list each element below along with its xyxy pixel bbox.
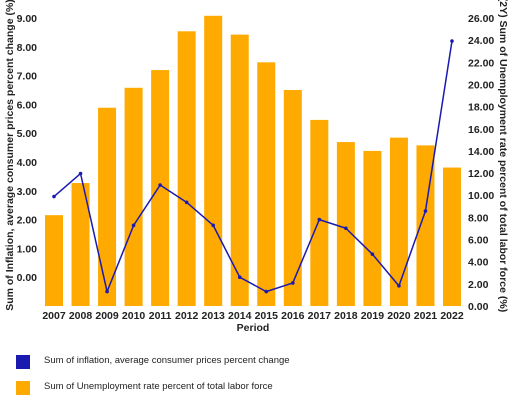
x-axis-title: Period [237, 322, 270, 334]
inflation-point-2014 [237, 275, 242, 280]
bar-2011 [151, 70, 170, 306]
legend-swatch-unemployment [16, 381, 30, 395]
x-tick-label: 2020 [387, 310, 411, 322]
inflation-point-2021 [423, 209, 428, 213]
right-tick-label: 12.00 [468, 168, 494, 180]
right-axis-ticks: 0.00 2.00 4.00 6.00 8.00 10.00 12.00 14.00 16.00… [468, 13, 494, 313]
right-tick-label: 26.00 [468, 13, 494, 25]
inflation-point-2017 [317, 217, 322, 222]
bar-2016 [283, 90, 302, 306]
left-axis-title: Sum of Inflation, average consumer price… [4, 0, 16, 311]
right-tick-label: 14.00 [468, 146, 494, 158]
inflation-point-2015 [264, 289, 269, 294]
x-tick-label: 2011 [149, 310, 172, 322]
x-axis-ticks: 2007 2008 2009 2010 2011 2012 2013 2014 2015 2016… [42, 310, 464, 322]
bar-2012 [177, 31, 196, 307]
left-tick-label: 7.00 [17, 71, 38, 83]
inflation-point-2007 [52, 194, 56, 199]
right-tick-label: 20.00 [468, 79, 494, 91]
bar-2017 [310, 119, 329, 307]
left-tick-label: 0.00 [17, 272, 38, 284]
legend-label-inflation: Sum of inflation, average consumer price… [44, 355, 290, 366]
right-tick-label: 22.00 [468, 57, 494, 69]
x-tick-label: 2018 [334, 310, 358, 322]
bars-layer [45, 15, 461, 307]
left-tick-label: 6.00 [17, 99, 38, 111]
left-tick-label: 2.00 [17, 215, 38, 227]
inflation-point-2010 [131, 223, 136, 228]
bar-2022 [443, 167, 461, 306]
inflation-point-2022 [450, 39, 454, 43]
inflation-line [53, 40, 453, 293]
inflation-point-2016 [291, 281, 295, 285]
x-tick-label: 2019 [361, 310, 385, 322]
x-tick-label: 2021 [414, 310, 438, 322]
left-tick-label: 9.00 [17, 13, 38, 25]
left-tick-label: 8.00 [17, 42, 38, 54]
x-tick-label: 2015 [255, 310, 279, 322]
bar-2013 [204, 15, 223, 307]
inflation-point-2019 [370, 252, 375, 256]
x-tick-label: 2007 [42, 310, 66, 322]
legend-swatch-inflation [16, 355, 30, 369]
right-tick-label: 6.00 [468, 235, 489, 247]
x-tick-label: 2016 [281, 310, 305, 322]
inflation-point-2018 [344, 226, 348, 231]
x-tick-label: 2009 [95, 310, 119, 322]
left-tick-label: 5.00 [17, 128, 38, 140]
bar-2009 [98, 107, 117, 306]
x-tick-label: 2013 [202, 310, 226, 322]
bar-2018 [336, 142, 355, 306]
legend-label-unemployment: Sum of Unemployment rate percent of tota… [44, 381, 273, 392]
right-tick-label: 0.00 [468, 301, 489, 313]
right-axis-title: (2Y) Sum of Unemployment rate percent of… [497, 0, 509, 312]
right-tick-label: 4.00 [468, 257, 489, 269]
left-tick-label: 1.00 [17, 243, 38, 255]
inflation-point-2008 [78, 171, 83, 176]
left-tick-label: 3.00 [17, 186, 38, 198]
left-tick-label: 4.00 [17, 157, 38, 169]
legend-item-inflation: Sum of inflation, average consumer price… [16, 354, 496, 370]
x-tick-label: 2017 [308, 310, 332, 322]
x-tick-label: 2022 [440, 310, 464, 322]
left-axis-ticks: 0.00 1.00 2.00 3.00 4.00 5.00 6.00 7.00 8.00 9.00 [17, 13, 38, 284]
right-tick-label: 24.00 [468, 35, 494, 47]
inflation-point-2011 [158, 183, 162, 187]
inflation-point-2012 [184, 200, 189, 205]
right-tick-label: 2.00 [468, 279, 489, 291]
right-tick-label: 18.00 [468, 102, 494, 114]
bar-2019 [363, 150, 382, 306]
inflation-point-2013 [211, 223, 215, 228]
right-tick-label: 10.00 [468, 190, 494, 202]
x-tick-label: 2008 [69, 310, 93, 322]
bar-2010 [124, 87, 143, 307]
inflation-point-2009 [105, 289, 109, 294]
x-tick-label: 2010 [122, 310, 146, 322]
legend-item-unemployment: Sum of Unemployment rate percent of tota… [16, 380, 496, 396]
x-tick-label: 2014 [228, 310, 252, 322]
bar-2014 [230, 34, 249, 306]
bar-2007 [45, 215, 63, 306]
combo-chart: 0.00 1.00 2.00 3.00 4.00 5.00 6.00 7.00 8.00 9.00… [4, 0, 509, 334]
x-tick-label: 2012 [175, 310, 199, 322]
right-tick-label: 8.00 [468, 212, 489, 224]
bar-2020 [389, 137, 408, 306]
line-layer [52, 39, 454, 294]
bar-2008 [71, 183, 90, 306]
right-tick-label: 16.00 [468, 124, 494, 136]
inflation-point-2020 [397, 284, 401, 288]
bar-2015 [257, 62, 276, 306]
